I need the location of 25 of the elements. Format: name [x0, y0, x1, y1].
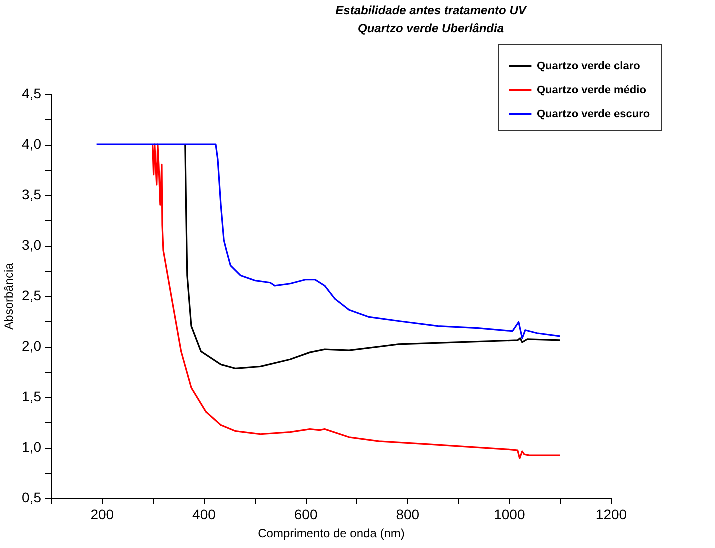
y-tick-label: 1,0: [22, 439, 42, 455]
x-tick-label: 1200: [596, 506, 628, 522]
legend-label: Quartzo verde claro: [537, 60, 641, 72]
line-series: [96, 144, 561, 340]
x-tick-label: 1000: [494, 506, 526, 522]
x-axis-title: Comprimento de onda (nm): [258, 526, 405, 540]
legend-label: Quartzo verde médio: [537, 84, 647, 96]
chart-subtitle: Quartzo verde Uberlândia: [358, 22, 504, 36]
x-tick-label: 800: [396, 506, 420, 522]
x-tick-label: 600: [294, 506, 318, 522]
y-tick-label: 2,0: [22, 338, 42, 354]
y-axis-title: Absorbância: [2, 262, 16, 330]
legend-label: Quartzo verde escuro: [537, 108, 650, 120]
line-series: [184, 144, 561, 370]
y-tick-label: 3,5: [22, 186, 42, 202]
y-tick-label: 1,5: [22, 388, 42, 404]
x-tick-label: 400: [192, 506, 216, 522]
y-tick-label: 4,5: [22, 86, 42, 102]
y-tick-label: 0,5: [22, 490, 42, 506]
y-tick-label: 3,0: [22, 237, 42, 253]
chart-title: Estabilidade antes tratamento UV: [336, 4, 528, 18]
y-tick-label: 2,5: [22, 288, 42, 304]
x-tick-label: 200: [90, 506, 114, 522]
line-series: [152, 144, 561, 460]
y-tick-label: 4,0: [22, 136, 42, 152]
